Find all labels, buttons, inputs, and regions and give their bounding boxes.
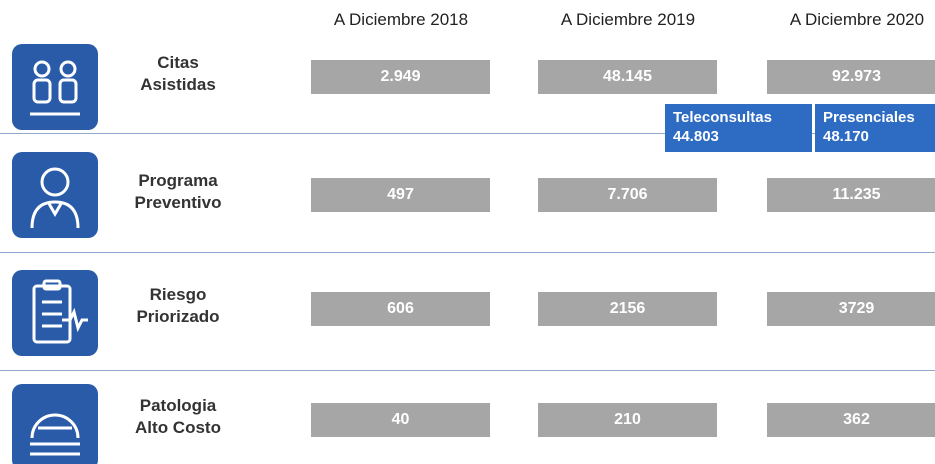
separator: [0, 252, 935, 253]
icon-graphic: [32, 279, 88, 344]
row-icon: [12, 270, 98, 356]
row-label-line: Preventivo: [134, 193, 222, 212]
value-box: 210: [538, 403, 717, 437]
value-box: 2156: [538, 292, 717, 326]
column-header: A Diciembre 2018: [333, 10, 469, 29]
value-box: 11.235: [767, 178, 935, 212]
separator: [0, 370, 935, 371]
row-label: Programa Preventivo: [108, 170, 248, 214]
value-box: 3729: [767, 292, 935, 326]
row-icon: [12, 384, 98, 464]
icon-graphic: [30, 413, 80, 456]
value-box: 497: [311, 178, 490, 212]
breakdown-label: Teleconsultas: [673, 109, 772, 126]
column-header: A Diciembre 2019: [560, 10, 696, 29]
row-label-line: Priorizado: [136, 307, 220, 326]
row-label-line: Alto Costo: [135, 418, 221, 437]
separator: [0, 133, 935, 134]
row-label: Riesgo Priorizado: [108, 284, 248, 328]
breakdown-value: 48.170: [823, 128, 869, 145]
value-box: 92.973: [767, 60, 935, 94]
row-label-line: Citas: [157, 53, 199, 72]
row-label-line: Asistidas: [140, 75, 216, 94]
icon-graphic: [30, 167, 80, 229]
value-box: 2.949: [311, 60, 490, 94]
icon-graphic: [30, 60, 80, 116]
row-icon: [12, 44, 98, 130]
value-box: 48.145: [538, 60, 717, 94]
row-label-line: Patologia: [139, 396, 217, 415]
row-label: Citas Asistidas: [108, 52, 248, 96]
row-label: Patologia Alto Costo: [108, 395, 248, 439]
row-label-line: Programa: [138, 171, 218, 190]
breakdown-box: Presenciales 48.170: [815, 104, 935, 152]
column-header: A Diciembre 2020: [789, 10, 925, 29]
breakdown-box: Teleconsultas 44.803: [665, 104, 812, 152]
value-box: 606: [311, 292, 490, 326]
row-icon: [12, 152, 98, 238]
value-box: 362: [767, 403, 935, 437]
row-label-line: Riesgo: [149, 285, 207, 304]
value-box: 40: [311, 403, 490, 437]
breakdown-value: 44.803: [673, 128, 719, 145]
breakdown-label: Presenciales: [823, 109, 915, 126]
value-box: 7.706: [538, 178, 717, 212]
